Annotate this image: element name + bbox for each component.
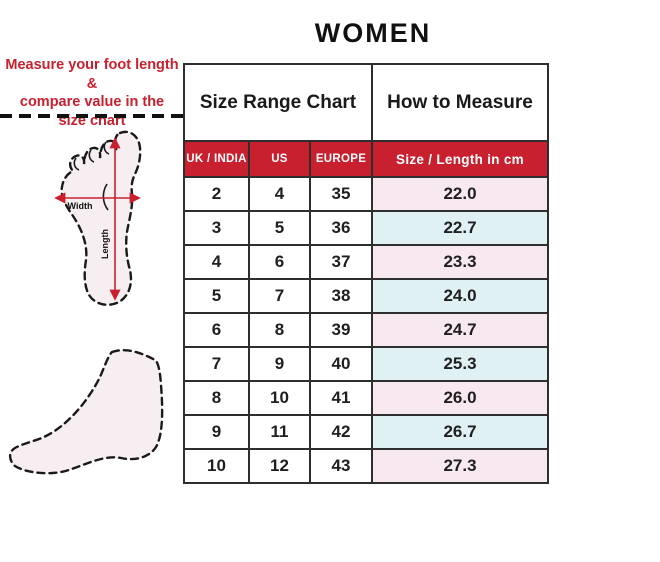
cell-cm: 27.3 [371, 448, 549, 484]
width-label: Width [68, 201, 93, 211]
cell-us: 4 [248, 176, 311, 212]
cell-us: 12 [248, 448, 311, 484]
column-header-europe: EUROPE [309, 140, 373, 178]
table-row: 10 12 43 27.3 [183, 448, 549, 484]
cell-us: 7 [248, 278, 311, 314]
table-row: 4 6 37 23.3 [183, 244, 549, 280]
cell-eu: 35 [309, 176, 373, 212]
toe-crease-2 [88, 149, 95, 163]
cell-uk: 5 [183, 278, 250, 314]
column-header-uk-india: UK / INDIA [183, 140, 250, 178]
cell-us: 11 [248, 414, 311, 450]
table-row: 7 9 40 25.3 [183, 346, 549, 382]
table-row: 8 10 41 26.0 [183, 380, 549, 416]
table-row: 3 5 36 22.7 [183, 210, 549, 246]
cell-eu: 36 [309, 210, 373, 246]
size-table: Size Range Chart How to Measure UK / IND… [183, 63, 549, 484]
instruction-line-1: Measure your foot length & [5, 57, 179, 92]
cell-cm: 22.7 [371, 210, 549, 246]
cell-us: 5 [248, 210, 311, 246]
column-header-size-length-cm: Size / Length in cm [371, 140, 549, 178]
cell-eu: 42 [309, 414, 373, 450]
cell-cm: 24.0 [371, 278, 549, 314]
table-column-header-row: UK / INDIA US EUROPE Size / Length in cm [183, 140, 549, 178]
cell-cm: 22.0 [371, 176, 549, 212]
page-title: WOMEN [314, 18, 432, 48]
foot-top-view-diagram: Width Length [54, 130, 142, 306]
table-row: 9 11 42 26.7 [183, 414, 549, 450]
cell-uk: 10 [183, 448, 250, 484]
cell-uk: 4 [183, 244, 250, 280]
table-group-header-row: Size Range Chart How to Measure [183, 63, 549, 142]
cell-cm: 24.7 [371, 312, 549, 348]
table-row: 2 4 35 22.0 [183, 176, 549, 212]
cell-cm: 25.3 [371, 346, 549, 382]
group-header-size-range-chart: Size Range Chart [183, 63, 373, 142]
group-header-how-to-measure: How to Measure [371, 63, 549, 142]
table-row: 5 7 38 24.0 [183, 278, 549, 314]
toe-crease-3 [103, 141, 110, 155]
toe-crease-1 [73, 157, 80, 171]
foot-side-view-diagram [8, 348, 164, 475]
table-row: 6 8 39 24.7 [183, 312, 549, 348]
cell-us: 10 [248, 380, 311, 416]
cell-cm: 26.0 [371, 380, 549, 416]
dashed-divider [0, 114, 184, 118]
foot-outline [60, 130, 142, 306]
cell-eu: 37 [309, 244, 373, 280]
cell-us: 9 [248, 346, 311, 382]
cell-eu: 39 [309, 312, 373, 348]
instruction-line-2: compare value in the [19, 94, 165, 111]
cell-eu: 43 [309, 448, 373, 484]
cell-cm: 23.3 [371, 244, 549, 280]
cell-us: 6 [248, 244, 311, 280]
length-label: Length [100, 229, 110, 259]
cell-uk: 3 [183, 210, 250, 246]
cell-uk: 9 [183, 414, 250, 450]
cell-eu: 38 [309, 278, 373, 314]
cell-eu: 41 [309, 380, 373, 416]
foot-side-outline [8, 348, 164, 475]
cell-us: 8 [248, 312, 311, 348]
cell-uk: 8 [183, 380, 250, 416]
cell-uk: 2 [183, 176, 250, 212]
instruction-text: Measure your foot length & compare value… [0, 56, 184, 130]
cell-eu: 40 [309, 346, 373, 382]
cell-uk: 6 [183, 312, 250, 348]
column-header-us: US [248, 140, 311, 178]
cell-uk: 7 [183, 346, 250, 382]
cell-cm: 26.7 [371, 414, 549, 450]
